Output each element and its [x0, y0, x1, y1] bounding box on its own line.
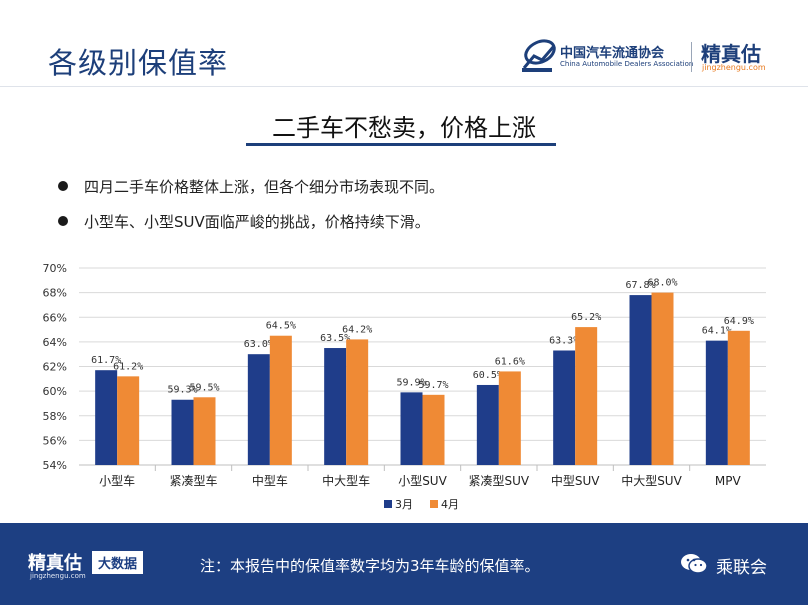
- x-tick-label: MPV: [715, 474, 742, 488]
- jzg-logo-text: 精真估: [701, 42, 761, 66]
- y-tick-label: 56%: [43, 434, 67, 447]
- data-label: 63.5%: [320, 333, 350, 344]
- bar-april: [651, 292, 674, 465]
- data-label: 59.9%: [396, 377, 426, 388]
- y-tick-label: 60%: [43, 385, 67, 398]
- bullet-text: 四月二手车价格整体上涨，但各个细分市场表现不同。: [84, 178, 445, 196]
- bar-april: [269, 335, 292, 465]
- data-label: 64.9%: [724, 316, 754, 327]
- bullet-item: 四月二手车价格整体上涨，但各个细分市场表现不同。: [58, 176, 444, 197]
- footer-note: 注：本报告中的保值率数字均为3年车龄的保值率。: [200, 557, 540, 575]
- header-divider: [0, 86, 808, 87]
- header-logos: 中国汽车流通协会 China Automobile Dealers Associ…: [520, 38, 790, 78]
- data-label: 59.5%: [189, 382, 219, 393]
- legend-label: 3月: [395, 498, 413, 511]
- data-label: 68.0%: [647, 278, 677, 289]
- x-tick-label: 中大型车: [322, 473, 370, 488]
- bullet-dot-icon: [58, 181, 68, 191]
- legend-swatch: [384, 500, 392, 508]
- page-title: 各级别保值率: [48, 46, 229, 80]
- y-tick-label: 70%: [43, 262, 67, 275]
- bar-march: [171, 399, 194, 465]
- y-tick-label: 62%: [43, 361, 67, 374]
- data-label: 64.2%: [342, 324, 372, 335]
- logo-divider: [691, 42, 692, 72]
- bar-march: [400, 392, 423, 465]
- wechat-icon: [681, 554, 708, 574]
- data-label: 61.7%: [91, 355, 121, 366]
- cada-logo-text: 中国汽车流通协会: [560, 46, 665, 61]
- footer-brand: 乘联会: [716, 558, 767, 578]
- x-tick-label: 中型车: [252, 473, 288, 488]
- y-tick-label: 58%: [43, 410, 67, 423]
- data-label: 64.5%: [266, 321, 296, 332]
- bar-april: [575, 327, 598, 465]
- bar-april: [193, 397, 216, 465]
- bar-march: [247, 354, 270, 465]
- data-label: 61.2%: [113, 361, 143, 372]
- x-tick-label: 中大型SUV: [621, 473, 682, 488]
- bar-april: [727, 330, 750, 465]
- x-tick-label: 紧凑型SUV: [469, 474, 530, 488]
- bar-march: [324, 348, 347, 465]
- data-label: 61.6%: [495, 356, 525, 367]
- footer-bar: 精真估 jingzhengu.com 大数据 注：本报告中的保值率数字均为3年车…: [0, 523, 808, 605]
- slide-headline: 二手车不愁卖，价格上涨: [272, 114, 536, 142]
- bar-march: [553, 350, 576, 465]
- data-label: 64.1%: [702, 326, 732, 337]
- y-tick-label: 68%: [43, 287, 67, 300]
- bar-april: [117, 376, 140, 465]
- legend-label: 4月: [441, 498, 459, 511]
- x-tick-label: 中型SUV: [551, 473, 600, 488]
- headline-underline: [246, 143, 556, 146]
- x-tick-label: 小型SUV: [398, 474, 447, 488]
- data-label: 65.2%: [571, 312, 601, 323]
- bar-april: [498, 371, 521, 465]
- bullet-item: 小型车、小型SUV面临严峻的挑战，价格持续下滑。: [58, 211, 430, 232]
- cada-emblem-icon: [522, 39, 556, 72]
- bullet-text: 小型车、小型SUV面临严峻的挑战，价格持续下滑。: [84, 213, 430, 231]
- bullet-dot-icon: [58, 216, 68, 226]
- data-label: 59.7%: [418, 380, 448, 391]
- data-label: 63.0%: [244, 339, 274, 350]
- data-label: 60.5%: [473, 370, 503, 381]
- y-tick-label: 64%: [43, 336, 67, 349]
- bar-march: [629, 295, 652, 465]
- footer-logo: 精真估: [28, 553, 82, 574]
- bar-april: [346, 339, 369, 465]
- retention-rate-bar-chart: 54% 56% 58% 60% 62% 64% 66% 68% 70% 小型车 61.7%61.2%…: [43, 262, 766, 511]
- bar-march: [95, 370, 118, 465]
- y-tick-label: 66%: [43, 311, 67, 324]
- footer-url: jingzhengu.com: [30, 572, 86, 580]
- data-label: 63.3%: [549, 335, 579, 346]
- x-tick-label: 小型车: [99, 473, 135, 488]
- data-label: 67.8%: [625, 280, 655, 291]
- cada-logo-english: China Automobile Dealers Association: [560, 60, 694, 68]
- bar-march: [705, 340, 728, 465]
- bar-april: [422, 394, 445, 465]
- x-tick-label: 紧凑型车: [169, 473, 217, 488]
- data-label: 59.3%: [167, 385, 197, 396]
- legend-swatch: [430, 500, 438, 508]
- jzg-logo-url: jingzhengu.com: [702, 63, 766, 72]
- bar-march: [476, 384, 499, 465]
- y-tick-label: 54%: [43, 459, 67, 472]
- footer-tag: 大数据: [92, 551, 144, 574]
